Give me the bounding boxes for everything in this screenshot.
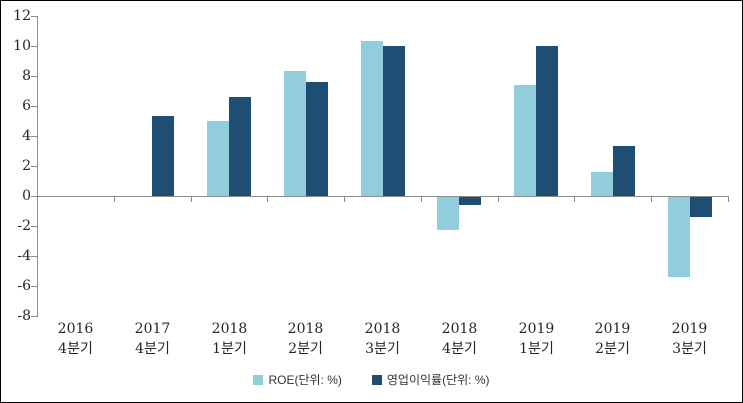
y-tick <box>31 106 37 107</box>
bar-roe <box>437 197 459 230</box>
y-tick-label: -8 <box>17 308 31 324</box>
x-category-year: 2018 <box>364 321 401 337</box>
x-tick <box>574 197 575 202</box>
x-category-quarter: 4분기 <box>442 341 477 357</box>
bar-roe <box>284 71 306 196</box>
y-tick-label: 12 <box>13 8 31 24</box>
x-category-label: 2019 3분기 <box>651 319 728 359</box>
x-tick <box>498 197 499 202</box>
bar-roe <box>361 41 383 196</box>
x-category-label: 2018 2분기 <box>267 319 344 359</box>
y-tick <box>31 136 37 137</box>
y-tick-label: 8 <box>22 68 31 84</box>
bar-op-margin <box>690 197 712 217</box>
x-tick <box>267 197 268 202</box>
x-category-label: 2017 4분기 <box>114 319 191 359</box>
bar-roe <box>591 172 613 196</box>
x-category-year: 2018 <box>211 321 248 337</box>
y-tick <box>31 196 37 197</box>
y-tick-label: -6 <box>17 278 31 294</box>
x-category-quarter: 2분기 <box>595 341 630 357</box>
x-category-quarter: 3분기 <box>365 341 400 357</box>
x-tick <box>191 197 192 202</box>
bar-roe <box>207 121 229 196</box>
legend: ROE(단위: %) 영업이익률(단위: %) <box>1 371 742 388</box>
x-category-year: 2019 <box>518 321 555 337</box>
x-tick <box>728 197 729 202</box>
bar-roe <box>668 197 690 277</box>
bar-op-margin <box>152 116 174 196</box>
y-tick <box>31 76 37 77</box>
x-category-quarter: 1분기 <box>519 341 554 357</box>
y-tick <box>31 226 37 227</box>
x-tick <box>344 197 345 202</box>
y-tick-label: 0 <box>22 188 31 204</box>
x-tick <box>421 197 422 202</box>
x-category-label: 2018 1분기 <box>191 319 268 359</box>
x-category-year: 2017 <box>134 321 171 337</box>
bar-op-margin <box>613 146 635 196</box>
bar-op-margin <box>306 82 328 196</box>
bar-op-margin <box>536 46 558 196</box>
y-tick <box>31 166 37 167</box>
x-category-quarter: 2분기 <box>288 341 323 357</box>
x-category-quarter: 1분기 <box>212 341 247 357</box>
x-category-label: 2016 4분기 <box>37 319 114 359</box>
y-tick-label: -4 <box>17 248 31 264</box>
y-tick <box>31 256 37 257</box>
bar-op-margin <box>459 197 481 205</box>
y-tick-label: 6 <box>22 98 31 114</box>
y-tick <box>31 316 37 317</box>
y-tick-label: 2 <box>22 158 31 174</box>
x-category-label: 2018 3분기 <box>344 319 421 359</box>
x-category-label: 2019 2분기 <box>574 319 651 359</box>
x-category-year: 2019 <box>594 321 631 337</box>
x-tick <box>37 197 38 202</box>
legend-item-roe: ROE(단위: %) <box>253 371 342 388</box>
x-category-year: 2018 <box>287 321 324 337</box>
x-tick <box>114 197 115 202</box>
y-tick <box>31 16 37 17</box>
x-category-quarter: 3분기 <box>672 341 707 357</box>
x-category-quarter: 4분기 <box>58 341 93 357</box>
x-category-year: 2016 <box>57 321 94 337</box>
legend-label: 영업이익률(단위: %) <box>386 373 490 387</box>
y-axis-line <box>37 16 38 317</box>
bar-op-margin <box>383 46 405 196</box>
x-category-quarter: 4분기 <box>135 341 170 357</box>
bar-op-margin <box>229 97 251 196</box>
x-category-label: 2018 4분기 <box>421 319 498 359</box>
y-tick <box>31 286 37 287</box>
x-category-year: 2018 <box>441 321 478 337</box>
x-category-label: 2019 1분기 <box>498 319 575 359</box>
y-tick-label: 4 <box>22 128 31 144</box>
x-category-year: 2019 <box>671 321 708 337</box>
bar-roe <box>514 85 536 196</box>
y-tick <box>31 46 37 47</box>
x-tick <box>651 197 652 202</box>
legend-label: ROE(단위: %) <box>268 373 342 387</box>
legend-swatch-icon <box>371 374 382 385</box>
legend-swatch-icon <box>253 374 264 385</box>
x-axis-line <box>37 196 729 197</box>
y-tick-label: 10 <box>13 38 31 54</box>
y-tick-label: -2 <box>17 218 31 234</box>
legend-item-op-margin: 영업이익률(단위: %) <box>371 371 490 388</box>
